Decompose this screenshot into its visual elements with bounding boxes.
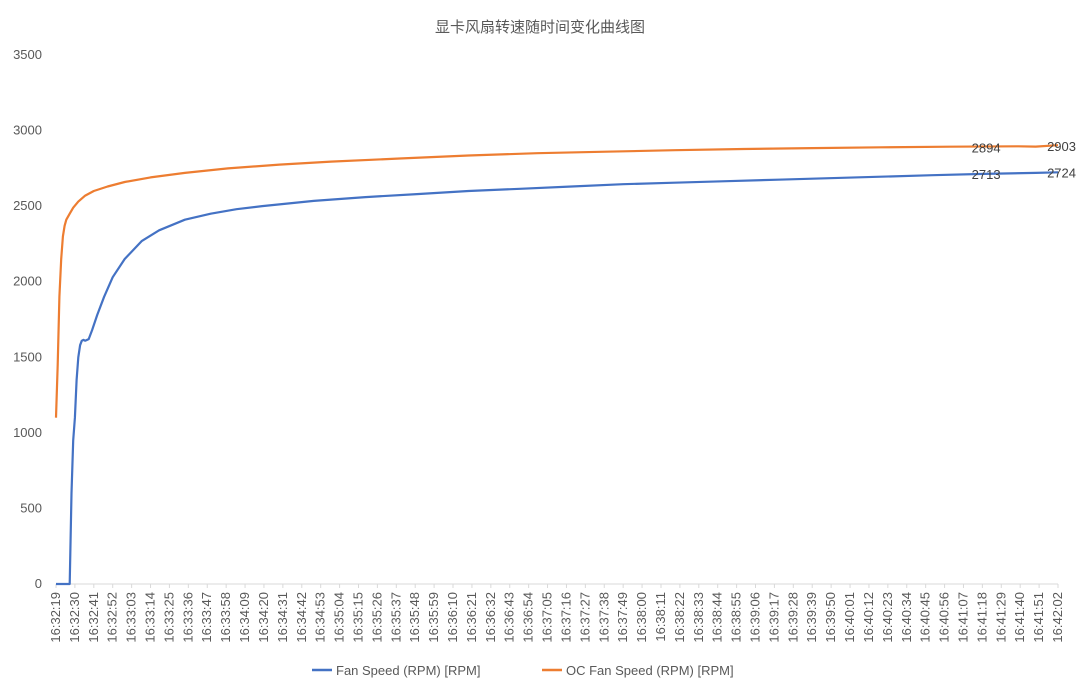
series-line-1 xyxy=(54,144,1059,418)
x-tick-label: 16:39:39 xyxy=(804,592,819,643)
x-tick-label: 16:39:50 xyxy=(823,592,838,643)
x-tick-label: 16:33:58 xyxy=(218,592,233,643)
y-tick-label: 1000 xyxy=(13,425,42,440)
y-tick-label: 500 xyxy=(20,500,42,515)
x-tick-label: 16:37:49 xyxy=(615,592,630,643)
chart-title: 显卡风扇转速随时间变化曲线图 xyxy=(435,18,645,36)
x-tick-label: 16:32:41 xyxy=(86,592,101,643)
x-tick-label: 16:35:48 xyxy=(407,592,422,643)
data-labels: 2894 2903 2713 2724 xyxy=(972,139,1076,182)
x-tick-label: 16:34:09 xyxy=(237,592,252,643)
x-axis: 16:32:19 16:32:30 16:32:41 16:32:52 16:33:03… xyxy=(48,583,1065,643)
x-tick-label: 16:38:11 xyxy=(653,592,668,642)
legend: Fan Speed (RPM) [RPM] OC Fan Speed (RPM) … xyxy=(312,663,734,678)
y-axis: 0 500 1000 1500 2000 2500 3000 3500 xyxy=(13,47,42,591)
x-tick-label: 16:40:45 xyxy=(918,592,933,643)
data-label: 2713 xyxy=(972,167,1001,182)
x-tick-label: 16:37:38 xyxy=(596,592,611,643)
x-tick-label: 16:41:18 xyxy=(974,592,989,643)
x-tick-label: 16:38:22 xyxy=(672,592,687,643)
data-label: 2903 xyxy=(1047,139,1076,154)
x-tick-label: 16:37:27 xyxy=(577,592,592,643)
x-tick-label: 16:40:23 xyxy=(880,592,895,643)
x-tick-label: 16:36:21 xyxy=(464,592,479,643)
x-tick-label: 16:37:16 xyxy=(558,592,573,643)
data-label: 2894 xyxy=(972,141,1001,156)
x-tick-label: 16:40:56 xyxy=(937,592,952,643)
x-tick-label: 16:41:07 xyxy=(955,592,970,643)
x-tick-label: 16:33:14 xyxy=(143,592,158,643)
x-tick-label: 16:40:01 xyxy=(842,592,857,643)
x-tick-label: 16:32:30 xyxy=(67,592,82,643)
x-tick-label: 16:37:05 xyxy=(540,592,555,643)
y-tick-label: 3000 xyxy=(13,123,42,138)
x-tick-label: 16:41:40 xyxy=(1012,592,1027,643)
x-tick-label: 16:34:53 xyxy=(313,592,328,643)
x-tick-label: 16:34:31 xyxy=(275,592,290,643)
data-label: 2724 xyxy=(1047,165,1076,180)
x-tick-label: 16:36:32 xyxy=(483,592,498,643)
series-line-0 xyxy=(56,171,1059,586)
x-tick-label: 16:34:20 xyxy=(256,592,271,643)
legend-label: OC Fan Speed (RPM) [RPM] xyxy=(566,663,734,678)
series-layer xyxy=(54,144,1059,586)
x-tick-label: 16:33:03 xyxy=(124,592,139,643)
x-tick-label: 16:38:55 xyxy=(729,592,744,643)
x-tick-label: 16:40:12 xyxy=(861,592,876,643)
x-tick-label: 16:40:34 xyxy=(899,592,914,643)
x-tick-label: 16:33:47 xyxy=(199,592,214,643)
x-tick-label: 16:38:33 xyxy=(691,592,706,643)
y-tick-label: 0 xyxy=(35,576,42,591)
y-tick-label: 2500 xyxy=(13,198,42,213)
x-tick-label: 16:33:25 xyxy=(161,592,176,643)
x-tick-label: 16:39:17 xyxy=(766,592,781,643)
x-tick-label: 16:36:43 xyxy=(502,592,517,643)
x-tick-label: 16:35:15 xyxy=(350,592,365,643)
x-tick-label: 16:41:51 xyxy=(1031,592,1046,643)
y-tick-label: 3500 xyxy=(13,47,42,62)
x-tick-label: 16:34:42 xyxy=(294,592,309,643)
y-tick-label: 1500 xyxy=(13,349,42,364)
y-tick-label: 2000 xyxy=(13,274,42,289)
x-tick-label: 16:35:37 xyxy=(388,592,403,643)
x-tick-label: 16:38:00 xyxy=(634,592,649,643)
x-tick-label: 16:38:44 xyxy=(710,592,725,643)
x-tick-label: 16:36:10 xyxy=(445,592,460,643)
x-tick-label: 16:33:36 xyxy=(180,592,195,643)
x-tick-label: 16:35:26 xyxy=(369,592,384,643)
x-tick-label: 16:39:28 xyxy=(785,592,800,643)
x-tick-label: 16:39:06 xyxy=(748,592,763,643)
x-tick-label: 16:32:19 xyxy=(48,592,63,643)
legend-label: Fan Speed (RPM) [RPM] xyxy=(336,663,481,678)
x-tick-label: 16:36:54 xyxy=(521,592,536,643)
x-tick-label: 16:42:02 xyxy=(1050,592,1065,643)
x-tick-label: 16:41:29 xyxy=(993,592,1008,643)
x-tick-label: 16:35:59 xyxy=(426,592,441,643)
x-tick-label: 16:32:52 xyxy=(105,592,120,643)
x-tick-label: 16:35:04 xyxy=(332,592,347,643)
